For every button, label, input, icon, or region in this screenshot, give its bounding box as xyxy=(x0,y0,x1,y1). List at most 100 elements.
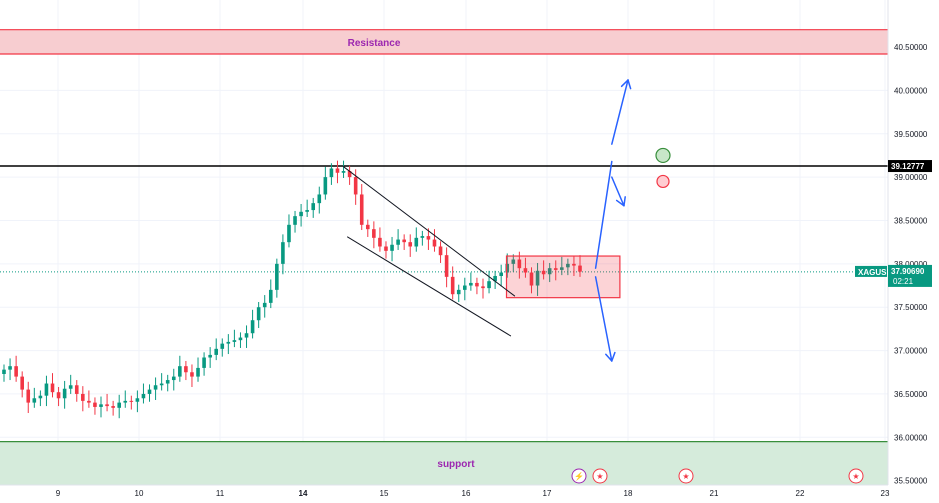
candle-body[interactable] xyxy=(93,402,97,407)
candle-body[interactable] xyxy=(432,239,437,247)
candle-body[interactable] xyxy=(293,216,297,225)
candle-body[interactable] xyxy=(505,263,510,273)
candle-body[interactable] xyxy=(444,255,449,277)
candle-body[interactable] xyxy=(359,194,364,225)
candle-body[interactable] xyxy=(499,272,503,276)
projection-pullback-arrow-head[interactable] xyxy=(615,199,625,207)
candle-body[interactable] xyxy=(256,307,261,321)
candle-body[interactable] xyxy=(74,385,79,394)
candle-body[interactable] xyxy=(560,267,564,270)
candle-body[interactable] xyxy=(450,276,455,295)
drawings-layer[interactable]: ⚡ ★ ★ ★ xyxy=(343,79,864,484)
candle-body[interactable] xyxy=(529,272,534,286)
candle-body[interactable] xyxy=(44,383,49,396)
candle-body[interactable] xyxy=(38,395,43,399)
candle-body[interactable] xyxy=(81,393,85,401)
candle-body[interactable] xyxy=(178,366,182,377)
candle-body[interactable] xyxy=(275,263,279,290)
projection-up-arrow-2-head[interactable] xyxy=(627,79,632,90)
lightning-event-icon[interactable] xyxy=(571,468,587,484)
candle-body[interactable] xyxy=(475,282,479,287)
projection-up-arrow-2-head[interactable] xyxy=(620,79,629,88)
candle-body[interactable] xyxy=(202,357,206,368)
projection-down-arrow[interactable] xyxy=(594,276,613,362)
candle-body[interactable] xyxy=(268,289,273,303)
signal-up-circle[interactable] xyxy=(655,147,671,164)
candle-body[interactable] xyxy=(14,366,18,377)
candle-body[interactable] xyxy=(190,372,194,377)
candle-body[interactable] xyxy=(62,388,67,399)
candle-body[interactable] xyxy=(323,177,328,195)
candle-body[interactable] xyxy=(402,239,406,243)
candle-body[interactable] xyxy=(335,168,340,173)
candle-body[interactable] xyxy=(481,286,485,289)
candle-body[interactable] xyxy=(250,320,255,334)
wedge-lower-line[interactable] xyxy=(347,236,512,337)
candle-body[interactable] xyxy=(414,237,419,247)
candle-body[interactable] xyxy=(553,268,558,270)
candle-body[interactable] xyxy=(396,239,400,245)
wedge-upper-line[interactable] xyxy=(343,166,516,297)
candle-body[interactable] xyxy=(384,246,388,251)
candle-body[interactable] xyxy=(487,281,491,289)
candle-body[interactable] xyxy=(566,263,570,268)
candle-body[interactable] xyxy=(311,203,316,211)
candle-body[interactable] xyxy=(220,343,225,349)
candle-body[interactable] xyxy=(408,242,413,247)
candle-body[interactable] xyxy=(420,236,425,238)
projection-down-arrow-head[interactable] xyxy=(611,351,616,362)
projection-up-arrow-2[interactable] xyxy=(611,79,629,145)
candle-body[interactable] xyxy=(8,366,12,370)
candle-body[interactable] xyxy=(317,194,322,204)
candle-body[interactable] xyxy=(129,400,134,402)
candle-body[interactable] xyxy=(347,171,352,178)
candle-body[interactable] xyxy=(165,380,170,384)
candle-body[interactable] xyxy=(153,385,158,390)
projection-down-arrow-head[interactable] xyxy=(605,353,613,362)
projection-pullback-arrow-head[interactable] xyxy=(623,196,626,207)
candle-body[interactable] xyxy=(244,333,249,338)
candle-body[interactable] xyxy=(99,404,103,407)
candle-body[interactable] xyxy=(299,211,303,217)
us-flag-event-icon[interactable] xyxy=(678,468,694,484)
candle-body[interactable] xyxy=(365,224,370,230)
candles-layer[interactable] xyxy=(2,160,582,419)
candle-body[interactable] xyxy=(329,168,334,178)
candle-body[interactable] xyxy=(226,341,231,344)
candle-body[interactable] xyxy=(547,268,552,275)
candle-body[interactable] xyxy=(535,270,540,286)
candle-body[interactable] xyxy=(56,392,61,399)
candle-body[interactable] xyxy=(523,268,528,273)
candle-body[interactable] xyxy=(390,244,394,251)
candle-body[interactable] xyxy=(105,404,109,407)
us-flag-event-icon[interactable] xyxy=(848,468,864,484)
candle-body[interactable] xyxy=(426,236,431,240)
candle-body[interactable] xyxy=(208,354,212,358)
candle-body[interactable] xyxy=(26,389,31,403)
candle-body[interactable] xyxy=(135,398,140,402)
candle-body[interactable] xyxy=(147,389,152,394)
projection-pullback-arrow[interactable] xyxy=(611,176,625,207)
candle-body[interactable] xyxy=(2,369,6,374)
candle-body[interactable] xyxy=(578,265,582,272)
candle-body[interactable] xyxy=(68,385,73,389)
candle-body[interactable] xyxy=(572,263,576,266)
candle-body[interactable] xyxy=(517,259,522,269)
candle-body[interactable] xyxy=(305,210,309,212)
candle-body[interactable] xyxy=(378,237,382,247)
candle-body[interactable] xyxy=(469,282,473,286)
candle-body[interactable] xyxy=(341,171,346,173)
candle-body[interactable] xyxy=(438,246,443,256)
candle-body[interactable] xyxy=(463,285,467,290)
time-axis[interactable]: 9 10 11 14 15 16 17 18 21 22 23 xyxy=(0,484,939,503)
candle-body[interactable] xyxy=(141,393,146,399)
candle-body[interactable] xyxy=(184,366,188,373)
projection-up-arrow[interactable] xyxy=(594,160,613,269)
price-axis[interactable]: 40.50000 40.00000 39.50000 39.00000 38.50000… xyxy=(855,0,939,503)
candle-body[interactable] xyxy=(20,376,24,390)
candle-body[interactable] xyxy=(372,229,376,238)
candle-body[interactable] xyxy=(32,398,37,403)
candle-body[interactable] xyxy=(456,289,461,295)
candle-body[interactable] xyxy=(511,259,516,264)
candle-body[interactable] xyxy=(214,348,219,355)
